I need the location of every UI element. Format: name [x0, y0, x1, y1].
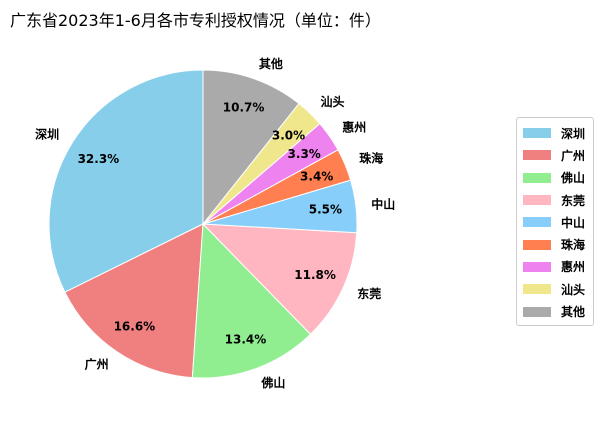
- legend-label: 珠海: [561, 238, 586, 253]
- pie-slices: [48, 69, 358, 379]
- legend-label: 东莞: [561, 193, 586, 208]
- category-label-4: 中山: [371, 196, 395, 211]
- legend-label: 其他: [561, 305, 586, 320]
- category-label-0: 深圳: [35, 127, 59, 142]
- legend-item-6: 惠州: [523, 256, 587, 278]
- legend-swatch: [523, 261, 551, 272]
- category-label-8: 其他: [259, 56, 283, 71]
- chart-legend: 深圳广州佛山东莞中山珠海惠州汕头其他: [516, 117, 594, 326]
- legend-item-5: 珠海: [523, 233, 587, 255]
- legend-label: 中山: [561, 215, 586, 230]
- category-label-7: 汕头: [321, 94, 345, 109]
- legend-swatch: [523, 172, 551, 183]
- legend-swatch: [523, 284, 551, 295]
- pie-slice-3: [201, 223, 358, 335]
- pct-label-2: 13.4%: [225, 333, 267, 347]
- pct-label-0: 32.3%: [78, 152, 120, 166]
- pie-slice-2: [191, 222, 312, 379]
- legend-item-4: 中山: [523, 211, 587, 233]
- pie-slice-8: [202, 69, 300, 226]
- legend-item-8: 其他: [523, 300, 587, 322]
- pct-label-8: 10.7%: [223, 101, 265, 115]
- legend-label: 佛山: [561, 171, 586, 186]
- pct-label-3: 11.8%: [294, 268, 336, 282]
- legend-label: 汕头: [561, 282, 586, 297]
- legend-swatch: [523, 239, 551, 250]
- category-label-5: 珠海: [359, 151, 383, 166]
- legend-swatch: [523, 128, 551, 139]
- category-label-1: 广州: [85, 357, 109, 372]
- legend-item-0: 深圳: [523, 122, 587, 144]
- chart-title: 广东省2023年1-6月各市专利授权情况（单位：件）: [10, 11, 381, 30]
- legend-item-7: 汕头: [523, 278, 587, 300]
- legend-swatch: [523, 150, 551, 161]
- legend-label: 惠州: [561, 260, 586, 275]
- legend-item-3: 东莞: [523, 189, 587, 211]
- pct-label-5: 3.4%: [300, 170, 333, 184]
- legend-item-2: 佛山: [523, 167, 587, 189]
- pie-slice-0: [48, 69, 204, 293]
- legend-label: 深圳: [561, 126, 586, 141]
- legend-swatch: [523, 217, 551, 228]
- category-label-2: 佛山: [260, 375, 285, 390]
- pct-label-6: 3.3%: [288, 147, 321, 161]
- category-label-3: 东莞: [357, 286, 381, 301]
- legend-swatch: [523, 195, 551, 206]
- legend-label: 广州: [561, 148, 586, 163]
- pie-labels: 32.3% 深圳 16.6% 广州 13.4% 佛山 11.8% 东莞 5.5% 中山 3.4% 珠海…: [35, 56, 395, 390]
- legend-item-1: 广州: [523, 144, 587, 166]
- pie-slice-1: [64, 223, 204, 379]
- pct-label-7: 3.0%: [272, 128, 305, 142]
- pct-label-4: 5.5%: [309, 203, 342, 217]
- pct-label-1: 16.6%: [114, 319, 156, 333]
- legend-swatch: [523, 306, 551, 317]
- category-label-6: 惠州: [342, 120, 366, 135]
